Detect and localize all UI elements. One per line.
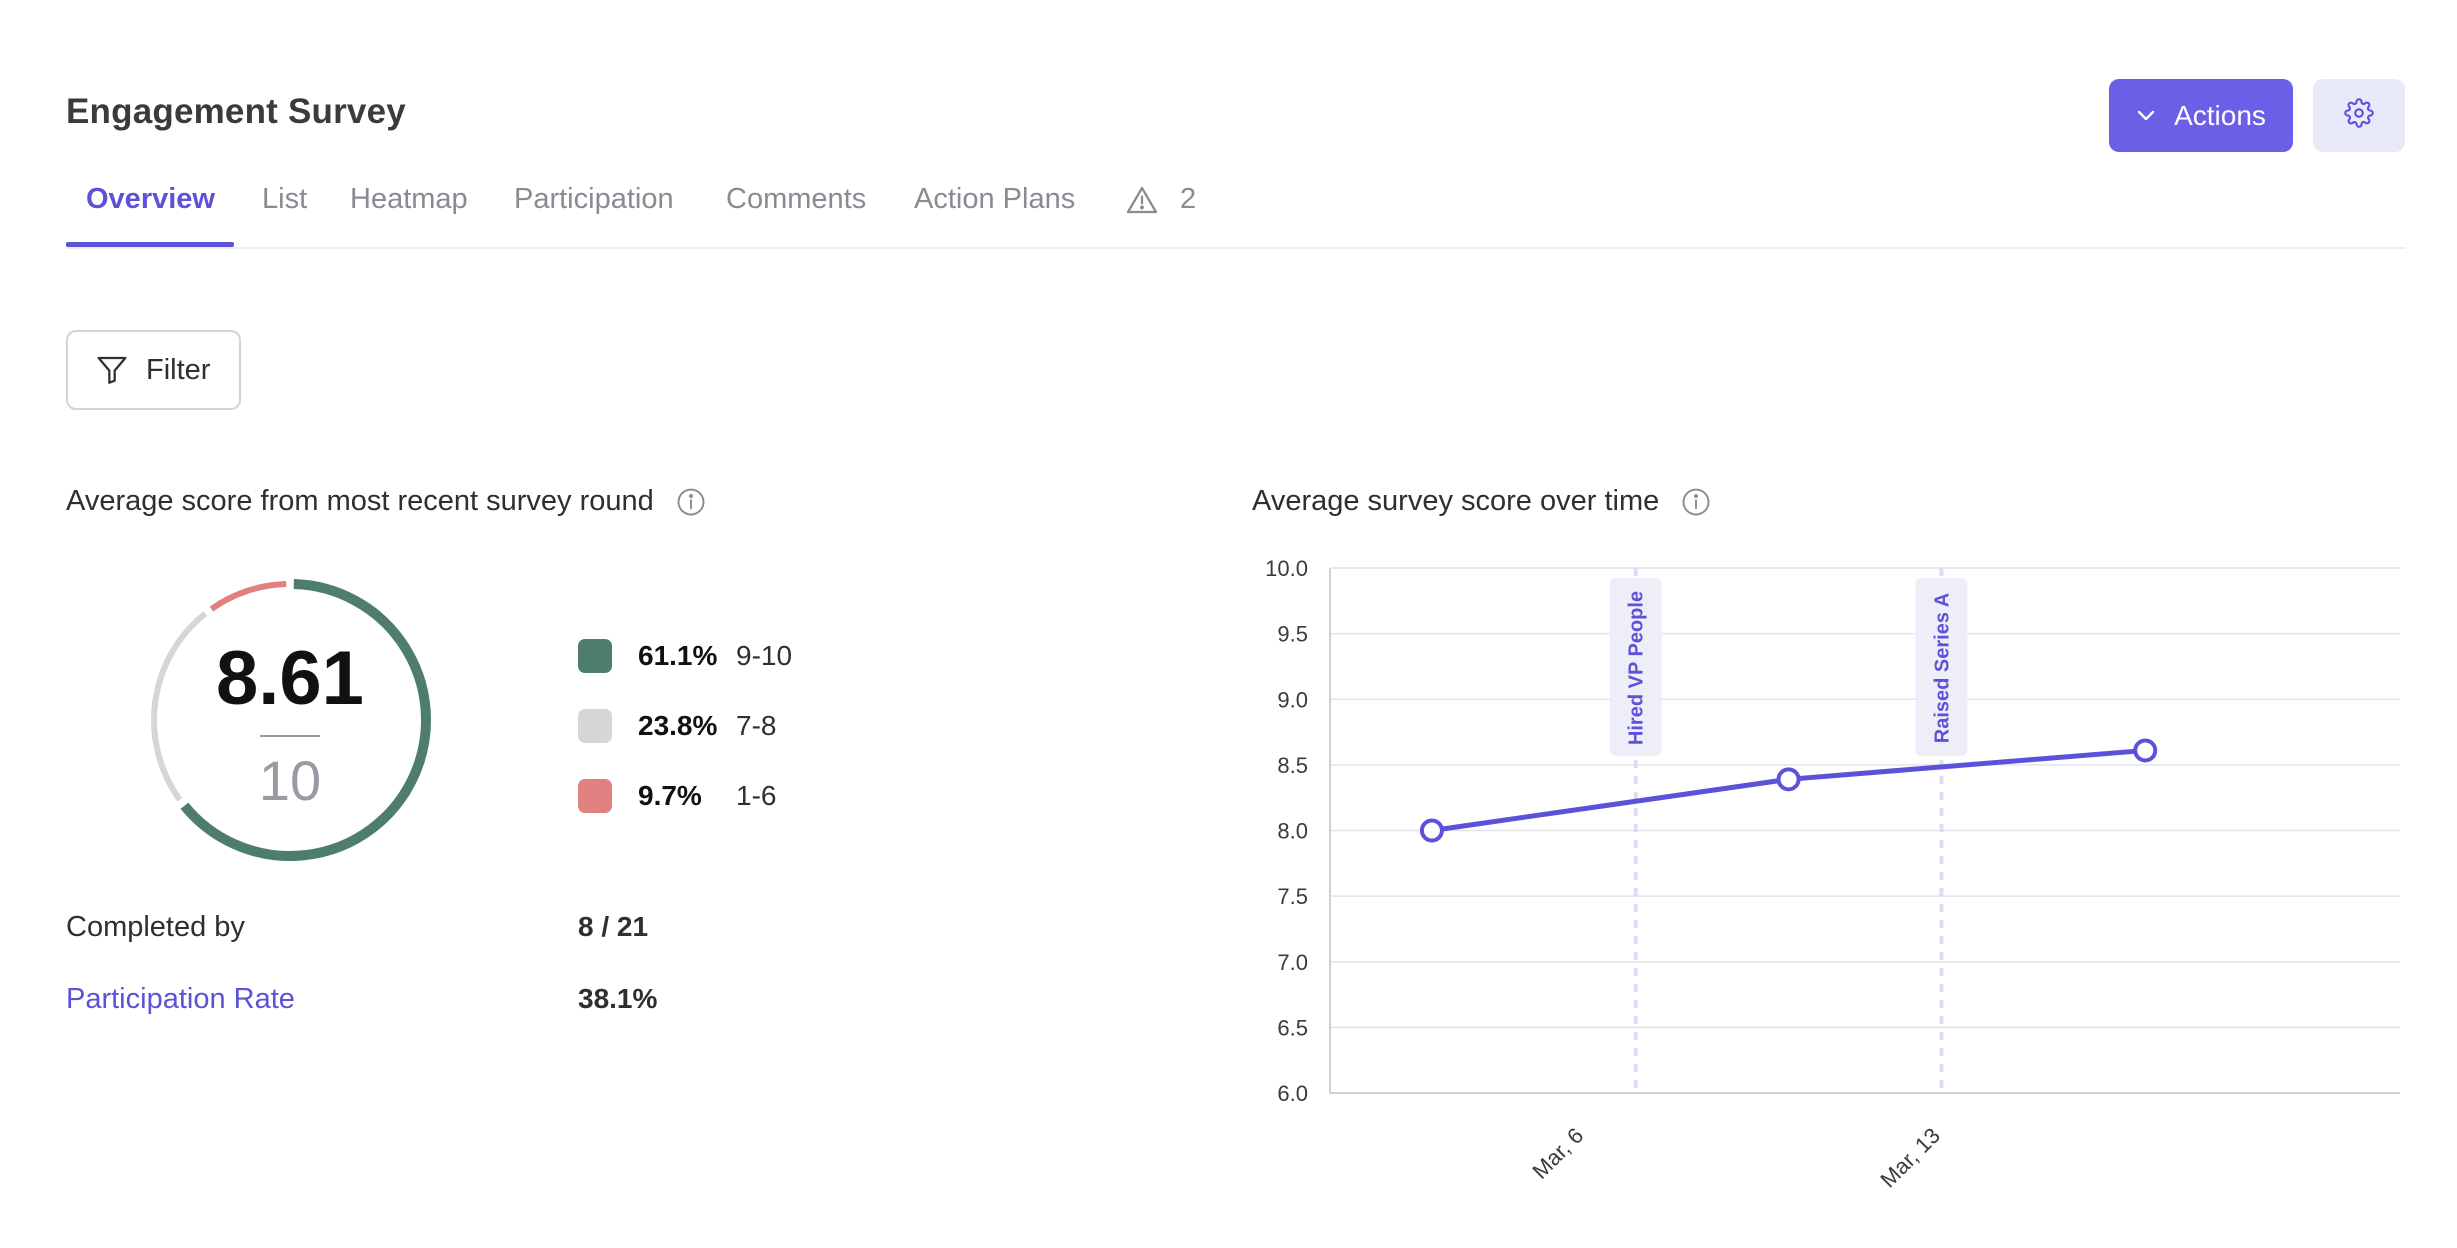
settings-button[interactable] — [2313, 79, 2405, 152]
tab-warnings[interactable]: 2 — [1126, 183, 1196, 216]
average-score-value: 8.61 — [216, 636, 364, 721]
score-panel-title-text: Average score from most recent survey ro… — [66, 485, 654, 517]
legend-item: 23.8% 7-8 — [578, 706, 776, 746]
data-point[interactable] — [2133, 738, 2158, 763]
tab-participation[interactable]: Participation — [514, 183, 674, 215]
tab-list[interactable]: List — [262, 183, 308, 215]
y-tick-label: 10.0 — [1265, 556, 1308, 581]
tabs-divider — [66, 247, 2406, 249]
annotation-box — [1609, 578, 1662, 756]
annotation-label: Raised Series A — [1931, 593, 1953, 743]
legend-swatch — [578, 779, 612, 813]
warning-count: 2 — [1180, 183, 1197, 215]
legend-swatch — [578, 709, 612, 743]
legend-percent: 9.7% — [638, 780, 702, 811]
data-point[interactable] — [1419, 818, 1444, 843]
trend-panel-title-text: Average survey score over time — [1252, 485, 1660, 517]
chevron-down-icon — [2136, 109, 2156, 123]
score-panel-title: Average score from most recent survey ro… — [66, 485, 706, 518]
legend-swatch — [578, 639, 612, 673]
y-tick-label: 6.0 — [1277, 1081, 1308, 1106]
annotation-box — [1915, 578, 1968, 756]
y-tick-label: 7.0 — [1277, 950, 1308, 975]
data-point[interactable] — [1776, 767, 1801, 792]
filter-icon — [96, 355, 128, 385]
completed-by-label: Completed by — [66, 911, 245, 943]
active-tab-indicator — [66, 242, 234, 247]
filter-button[interactable]: Filter — [66, 330, 241, 410]
legend-range: 9-10 — [736, 640, 793, 671]
actions-button-label: Actions — [2174, 99, 2266, 131]
legend-range: 1-6 — [736, 780, 777, 811]
y-tick-label: 6.5 — [1277, 1015, 1308, 1040]
legend-item: 61.1% 9-10 — [578, 636, 792, 676]
legend-item: 9.7% 1-6 — [578, 776, 776, 816]
completed-by-value: 8 / 21 — [578, 911, 649, 942]
y-tick-label: 8.0 — [1277, 819, 1308, 844]
donut-segment-mid — [151, 611, 208, 802]
score-divider — [260, 735, 320, 737]
y-tick-label: 9.5 — [1277, 622, 1308, 647]
annotation-label: Hired VP People — [1626, 591, 1648, 745]
y-tick-label: 7.5 — [1277, 884, 1308, 909]
gear-icon — [2344, 98, 2374, 133]
actions-button[interactable]: Actions — [2109, 79, 2293, 152]
x-tick-label: Mar, 13 — [1875, 1123, 1945, 1193]
legend-percent: 23.8% — [638, 710, 718, 741]
x-tick-label: Mar, 6 — [1527, 1123, 1588, 1184]
participation-rate-value: 38.1% — [578, 983, 658, 1014]
filter-label: Filter — [146, 353, 211, 386]
donut-segment-low — [209, 581, 287, 612]
donut-segment-high — [180, 579, 431, 861]
y-tick-label: 8.5 — [1277, 753, 1308, 778]
tab-overview[interactable]: Overview — [86, 183, 215, 215]
trend-panel-title: Average survey score over time — [1252, 485, 1711, 518]
info-icon[interactable] — [1681, 487, 1711, 517]
page-title: Engagement Survey — [66, 92, 406, 131]
score-trend-chart: 6.0 6.5 7.0 7.5 8.0 8.5 9.0 9.5 10.0 Mar, 6 Mar, 1… — [1265, 556, 2400, 1193]
tab-heatmap[interactable]: Heatmap — [350, 183, 468, 215]
participation-rate-link[interactable]: Participation Rate — [66, 983, 295, 1015]
y-tick-label: 9.0 — [1277, 687, 1308, 712]
legend-percent: 61.1% — [638, 640, 718, 671]
tab-action-plans[interactable]: Action Plans — [914, 183, 1076, 215]
info-icon[interactable] — [676, 487, 706, 517]
warning-icon — [1126, 185, 1158, 215]
score-donut-chart — [151, 579, 431, 861]
score-max-value: 10 — [258, 749, 322, 812]
tab-comments[interactable]: Comments — [726, 183, 867, 215]
legend-range: 7-8 — [736, 710, 777, 741]
